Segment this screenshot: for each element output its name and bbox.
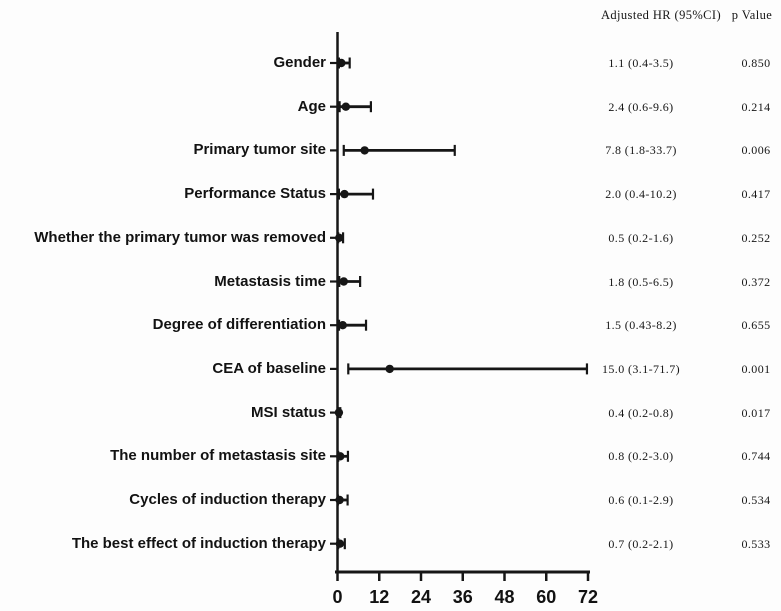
p-value: 0.372: [741, 274, 771, 289]
point-estimate-marker: [337, 58, 346, 68]
x-axis-tick-label: 24: [411, 587, 431, 607]
hr-ci-value: 1.5 (0.43-8.2): [605, 318, 677, 333]
point-estimate-marker: [340, 189, 349, 199]
point-estimate-marker: [335, 233, 344, 242]
row-label: CEA of baseline: [212, 359, 326, 377]
hr-ci-value: 0.8 (0.2-3.0): [608, 449, 674, 464]
p-value: 0.006: [741, 143, 771, 158]
p-value: 0.017: [741, 405, 771, 420]
point-estimate-marker: [335, 495, 344, 505]
x-axis-tick-label: 72: [578, 587, 598, 607]
hr-ci-value: 2.0 (0.4-10.2): [605, 187, 677, 202]
hr-ci-value: 0.6 (0.1-2.9): [608, 493, 674, 507]
row-label: Cycles of induction therapy: [129, 491, 326, 508]
p-value: 0.417: [741, 187, 771, 202]
x-axis-tick-label: 60: [536, 587, 556, 607]
hr-ci-value: 15.0 (3.1-71.7): [602, 361, 680, 376]
row-label: Primary tumor site: [193, 141, 326, 159]
x-axis-tick-label: 48: [494, 587, 514, 607]
point-estimate-marker: [338, 321, 347, 330]
p-value: 0.001: [741, 361, 771, 376]
point-estimate-marker: [341, 102, 351, 111]
p-value-column-header: p Value: [731, 8, 773, 22]
row-label: Performance Status: [184, 185, 326, 203]
p-value: 0.655: [741, 318, 771, 333]
x-axis-tick-label: 0: [332, 587, 342, 607]
p-value: 0.533: [741, 536, 771, 551]
p-value: 0.214: [741, 99, 771, 114]
hr-column-header: Adjusted HR (95%CI): [600, 8, 722, 22]
row-label: Metastasis time: [214, 272, 326, 290]
hr-ci-value: 2.4 (0.6-9.6): [608, 99, 674, 114]
row-label: Gender: [273, 54, 326, 71]
x-axis-tick-label: 12: [369, 587, 389, 607]
point-estimate-marker: [334, 408, 344, 417]
hr-ci-value: 1.8 (0.5-6.5): [608, 274, 674, 289]
point-estimate-marker: [336, 452, 345, 461]
p-value: 0.534: [741, 493, 771, 507]
hr-ci-value: 1.1 (0.4-3.5): [608, 56, 674, 70]
p-value: 0.850: [741, 56, 771, 70]
row-label: The best effect of induction therapy: [71, 534, 326, 552]
hr-ci-value: 0.7 (0.2-2.1): [608, 536, 674, 551]
p-value: 0.744: [741, 449, 771, 464]
p-value: 0.252: [741, 230, 771, 245]
x-axis-tick-label: 36: [453, 587, 473, 607]
point-estimate-marker: [360, 146, 369, 155]
point-estimate-marker: [335, 539, 345, 548]
row-label: Whether the primary tumor was removed: [34, 228, 326, 246]
row-label: The number of metastasis site: [110, 447, 326, 465]
row-label: MSI status: [250, 403, 326, 421]
hr-ci-value: 7.8 (1.8-33.7): [605, 143, 677, 158]
hr-ci-value: 0.4 (0.2-0.8): [608, 405, 674, 420]
point-estimate-marker: [339, 277, 348, 286]
hr-ci-value: 0.5 (0.2-1.6): [608, 230, 674, 245]
row-label: Degree of differentiation: [152, 316, 326, 334]
row-label: Age: [297, 97, 326, 115]
point-estimate-marker: [385, 364, 394, 374]
